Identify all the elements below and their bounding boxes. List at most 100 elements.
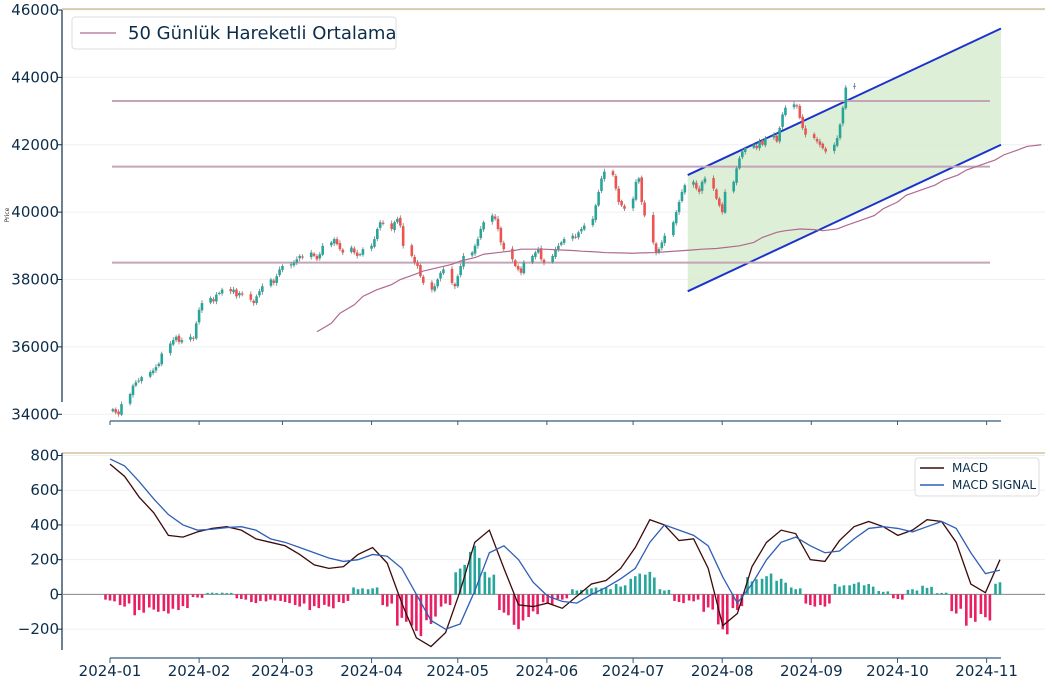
histogram-bar	[171, 594, 175, 609]
candle-body	[741, 151, 744, 158]
legend-label-macd: MACD	[952, 461, 988, 475]
y-tick-label-bottom: 400	[30, 516, 59, 534]
candle-body	[824, 148, 827, 152]
histogram-bar	[609, 589, 612, 595]
candle-body	[516, 266, 520, 270]
histogram-bar	[468, 551, 472, 595]
histogram-bar	[892, 594, 895, 599]
histogram-bar	[746, 577, 749, 595]
candle-body	[513, 260, 517, 267]
candle-body	[209, 298, 212, 303]
histogram-bar	[901, 594, 904, 600]
histogram-bar	[250, 594, 253, 603]
candle-body	[640, 177, 644, 203]
candle-body	[117, 411, 120, 415]
candle-body	[554, 249, 557, 257]
histogram-bar	[361, 588, 364, 595]
histogram-bar	[259, 594, 262, 601]
candle-body	[835, 138, 839, 146]
histogram-bar	[536, 594, 539, 615]
candle-body	[200, 303, 204, 311]
candle-body	[358, 254, 362, 256]
candle-body	[651, 214, 655, 243]
candle-body	[459, 266, 462, 276]
candle-body	[821, 143, 825, 149]
candle-body	[410, 245, 414, 256]
candle-body	[683, 185, 687, 193]
candle-body	[695, 182, 698, 189]
histogram-bar	[342, 594, 345, 604]
y-tick-label-top: 34000	[11, 405, 59, 423]
histogram-bar	[653, 577, 656, 595]
histogram-bar	[755, 579, 758, 595]
histogram-bar	[448, 594, 452, 606]
candle-body	[482, 222, 485, 230]
candle-body	[542, 259, 546, 263]
histogram-bar	[264, 594, 268, 602]
histogram-bar	[323, 594, 326, 605]
histogram-bar	[667, 589, 671, 595]
candle-body	[657, 249, 661, 253]
candle-body	[252, 300, 256, 304]
candle-body	[140, 377, 143, 382]
candle-body	[393, 222, 396, 230]
candle-body	[238, 292, 241, 296]
candle-body	[703, 178, 707, 183]
histogram-bar	[279, 594, 282, 601]
candle-body	[534, 252, 537, 257]
channel-lower-line	[687, 143, 1002, 293]
candle-body	[154, 367, 158, 371]
candle-body	[531, 255, 534, 263]
histogram-bar	[658, 589, 662, 595]
candle-body	[292, 262, 296, 266]
histogram-bar	[556, 594, 560, 599]
histogram-bar	[181, 594, 185, 607]
candle-body	[120, 404, 123, 415]
candle-body	[597, 191, 600, 206]
histogram-bar	[396, 594, 399, 626]
histogram-bar	[959, 594, 963, 609]
histogram-bar	[546, 594, 550, 604]
candle-body	[571, 235, 575, 239]
candle-body	[582, 225, 586, 230]
candle-body	[111, 409, 115, 412]
histogram-bar	[283, 594, 287, 603]
histogram-bar	[196, 594, 199, 598]
candle-body	[137, 380, 141, 382]
candle-body	[151, 370, 155, 374]
x-tick-label: 2024-09	[780, 662, 843, 680]
candle-body	[479, 228, 483, 239]
histogram-bar	[798, 588, 802, 595]
candle-body	[663, 235, 667, 243]
legend-box-bottom	[914, 457, 1040, 497]
candle-body	[833, 144, 836, 151]
candle-body	[315, 255, 319, 260]
candle-body	[536, 249, 540, 253]
histogram-bar	[288, 594, 291, 604]
candle-body	[614, 176, 618, 189]
candle-body	[522, 262, 526, 274]
histogram-bar	[881, 591, 885, 595]
histogram-bar	[915, 590, 919, 595]
histogram-bar	[935, 593, 939, 595]
histogram-bar	[784, 582, 787, 595]
histogram-bar	[293, 594, 297, 606]
x-tick-label: 2024-07	[602, 662, 665, 680]
histogram-bar	[974, 594, 977, 622]
candle-body	[692, 181, 695, 185]
histogram-bar	[940, 592, 943, 595]
histogram-bar	[896, 594, 900, 599]
histogram-bar	[439, 594, 443, 607]
x-tick-label: 2024-01	[79, 662, 142, 680]
histogram-bar	[911, 589, 914, 595]
histogram-bar	[429, 594, 433, 624]
candle-body	[298, 255, 301, 259]
candle-body	[801, 116, 804, 128]
histogram-bar	[571, 589, 574, 595]
histogram-bar	[400, 594, 404, 618]
candle-body	[249, 294, 253, 300]
candle-body	[160, 353, 164, 365]
candle-body	[419, 265, 422, 277]
histogram-bar	[852, 583, 856, 595]
